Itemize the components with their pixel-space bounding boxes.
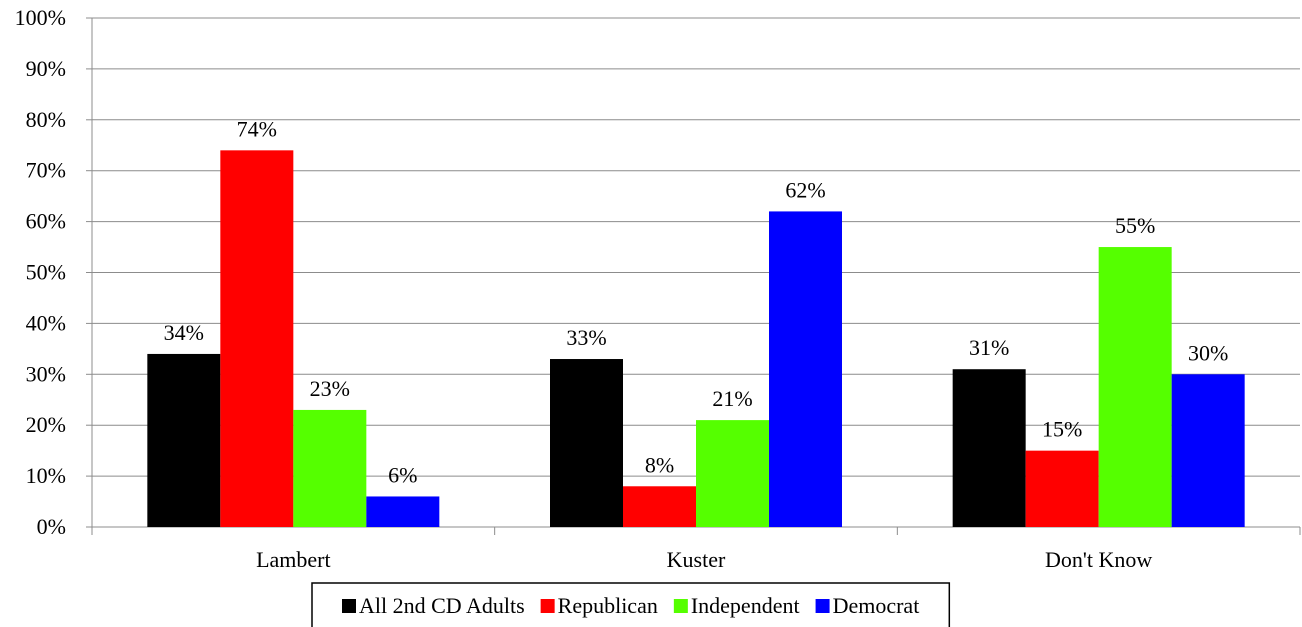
- data-label: 34%: [164, 320, 204, 345]
- data-label: 15%: [1042, 417, 1082, 442]
- x-axis-tick-labels: Lambert Kuster Don't Know: [256, 547, 1152, 572]
- y-tick-label: 0%: [37, 514, 66, 539]
- data-label: 74%: [237, 116, 277, 141]
- y-tick-label: 70%: [26, 158, 66, 183]
- y-tick-label: 80%: [26, 107, 66, 132]
- data-label: 21%: [712, 386, 752, 411]
- legend-item: Republican: [540, 593, 658, 618]
- x-tick-label: Don't Know: [1045, 547, 1152, 572]
- y-tick-label: 90%: [26, 56, 66, 81]
- legend-swatch: [342, 599, 356, 613]
- y-tick-label: 60%: [26, 209, 66, 234]
- bar: [952, 369, 1026, 527]
- data-label: 23%: [310, 376, 350, 401]
- x-tick-label: Kuster: [667, 547, 726, 572]
- data-label: 30%: [1188, 340, 1228, 365]
- x-tick-label: Lambert: [256, 547, 331, 572]
- legend-swatch: [540, 599, 555, 613]
- legend-box: [311, 582, 951, 627]
- legend-label: Republican: [558, 593, 658, 618]
- y-tick-label: 10%: [26, 463, 66, 488]
- data-label: 8%: [645, 452, 674, 477]
- legend-label: Independent: [691, 593, 800, 618]
- y-tick-label: 30%: [26, 361, 66, 386]
- data-labels: 34% 74% 23% 6% 33% 8% 21% 62% 31% 15% 55% 30%: [164, 116, 1229, 487]
- bar: [769, 211, 842, 528]
- legend-swatch: [673, 599, 688, 613]
- data-label: 55%: [1115, 213, 1155, 238]
- legend-swatch: [815, 599, 830, 613]
- bar: [623, 486, 696, 527]
- y-tick-label: 40%: [26, 310, 66, 335]
- bars: [147, 150, 1245, 528]
- bar: [696, 420, 769, 527]
- bar: [550, 359, 623, 527]
- y-axis-tick-labels: 0% 10% 20% 30% 40% 50% 60% 70% 80% 90% 100%: [15, 5, 66, 539]
- bar: [1171, 374, 1245, 527]
- legend-item: Independent: [673, 593, 800, 618]
- legend-label: All 2nd CD Adults: [359, 593, 525, 618]
- data-label: 31%: [969, 335, 1009, 360]
- bar: [220, 150, 294, 527]
- y-tick-label: 100%: [15, 5, 66, 30]
- data-label: 62%: [785, 177, 825, 202]
- data-label: 6%: [388, 462, 417, 487]
- y-tick-label: 50%: [26, 260, 66, 285]
- legend-label: Democrat: [833, 593, 920, 618]
- y-tick-label: 20%: [26, 412, 66, 437]
- bar: [293, 409, 367, 527]
- bar: [366, 496, 440, 527]
- bar: [1098, 247, 1172, 528]
- legend-item: Democrat: [815, 593, 920, 618]
- data-label: 33%: [566, 325, 606, 350]
- legend: All 2nd CD Adults Republican Independent De…: [311, 582, 951, 627]
- bar: [147, 353, 221, 527]
- legend-item: All 2nd CD Adults: [342, 593, 525, 618]
- bar: [1025, 450, 1099, 527]
